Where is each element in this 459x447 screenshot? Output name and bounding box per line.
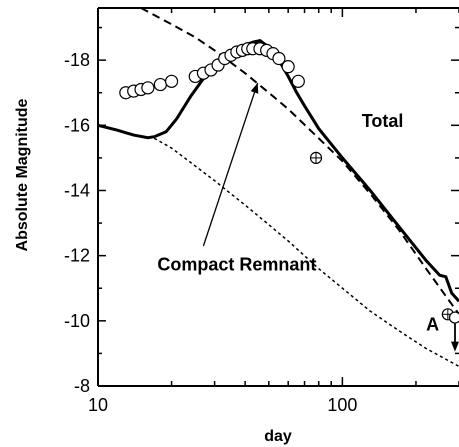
annotations-layer: Total Compact Remnant A bbox=[157, 82, 439, 335]
observation-point bbox=[153, 77, 167, 92]
axes-frame bbox=[97, 7, 459, 387]
upper-limit-arrow-head bbox=[451, 341, 459, 352]
annotation-compact-remnant: Compact Remnant bbox=[157, 254, 316, 274]
y-tick-label: -18 bbox=[64, 50, 90, 70]
annotation-a: A bbox=[426, 315, 439, 335]
upper-limit-circle bbox=[448, 311, 459, 324]
x-tick-label: 10 bbox=[88, 395, 108, 415]
y-tick-label: -12 bbox=[64, 246, 90, 266]
y-tick-label: -10 bbox=[64, 311, 90, 331]
y-axis-label: Absolute Magnitude bbox=[14, 98, 31, 251]
x-tick-label: 100 bbox=[327, 395, 357, 415]
x-axis-label: day bbox=[264, 428, 292, 445]
observation-point bbox=[164, 74, 179, 88]
y-tick-label: -8 bbox=[74, 376, 90, 396]
component-a-curve bbox=[153, 137, 459, 368]
y-ticks: -18 -16 -14 -12 -10 -8 bbox=[64, 26, 459, 396]
y-tick-label: -16 bbox=[64, 115, 90, 135]
observation-point bbox=[291, 74, 305, 88]
observation-point bbox=[272, 51, 286, 66]
y-tick-label: -14 bbox=[64, 180, 90, 200]
compact-remnant-arrow bbox=[202, 82, 259, 247]
observation-point bbox=[281, 60, 295, 74]
compact-remnant-curve bbox=[140, 8, 459, 315]
compact-remnant-arrow-head bbox=[250, 82, 259, 94]
circle-plus-point bbox=[309, 151, 323, 164]
observation-point bbox=[141, 81, 155, 95]
x-ticks: 10 100 bbox=[88, 8, 459, 415]
upper-limit-point bbox=[448, 311, 459, 352]
observations-layer bbox=[119, 42, 459, 352]
annotation-total: Total bbox=[362, 111, 404, 131]
